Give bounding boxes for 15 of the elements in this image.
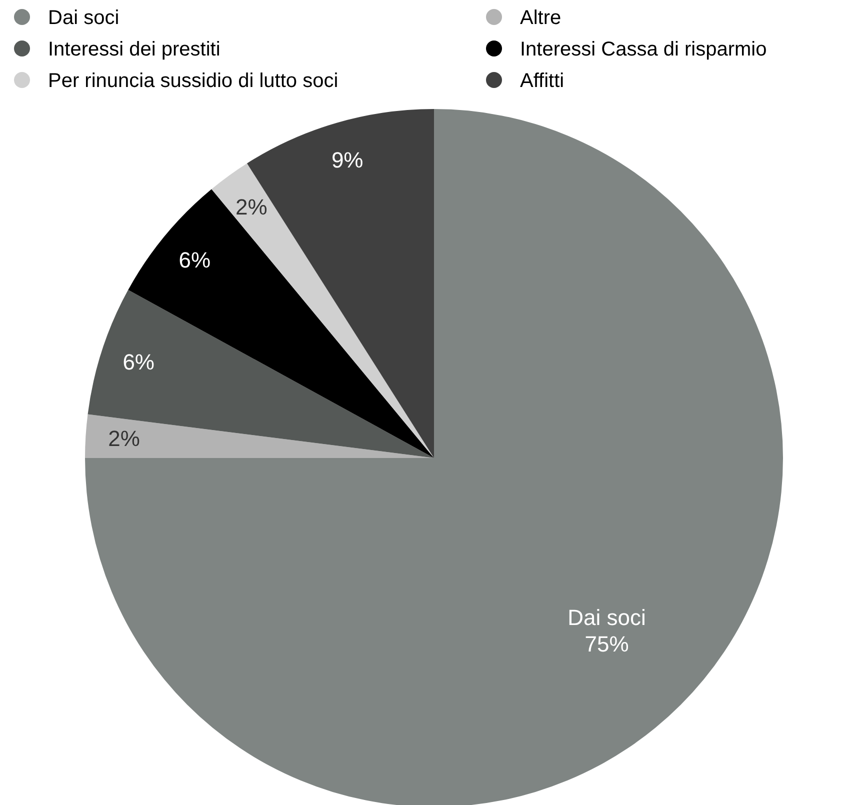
legend-label: Affitti [520,70,564,92]
data-label: 2% [108,426,140,452]
data-label: 6% [178,248,211,273]
data-label: 6% [122,350,154,375]
legend-label: Per rinuncia sussidio di lutto soci [48,70,338,92]
legend-label: Dai soci [48,7,120,29]
data-label: 2% [236,194,268,220]
data-label: 9% [331,147,364,172]
legend-label: Altre [520,7,562,29]
pie-slice [85,414,434,458]
pie-slice [85,109,783,805]
legend-label: Interessi dei prestiti [48,38,220,60]
data-label: Dai soci 75% [568,605,646,657]
pie-slice [88,290,434,458]
legend-label: Interessi Cassa di risparmio [520,38,767,60]
